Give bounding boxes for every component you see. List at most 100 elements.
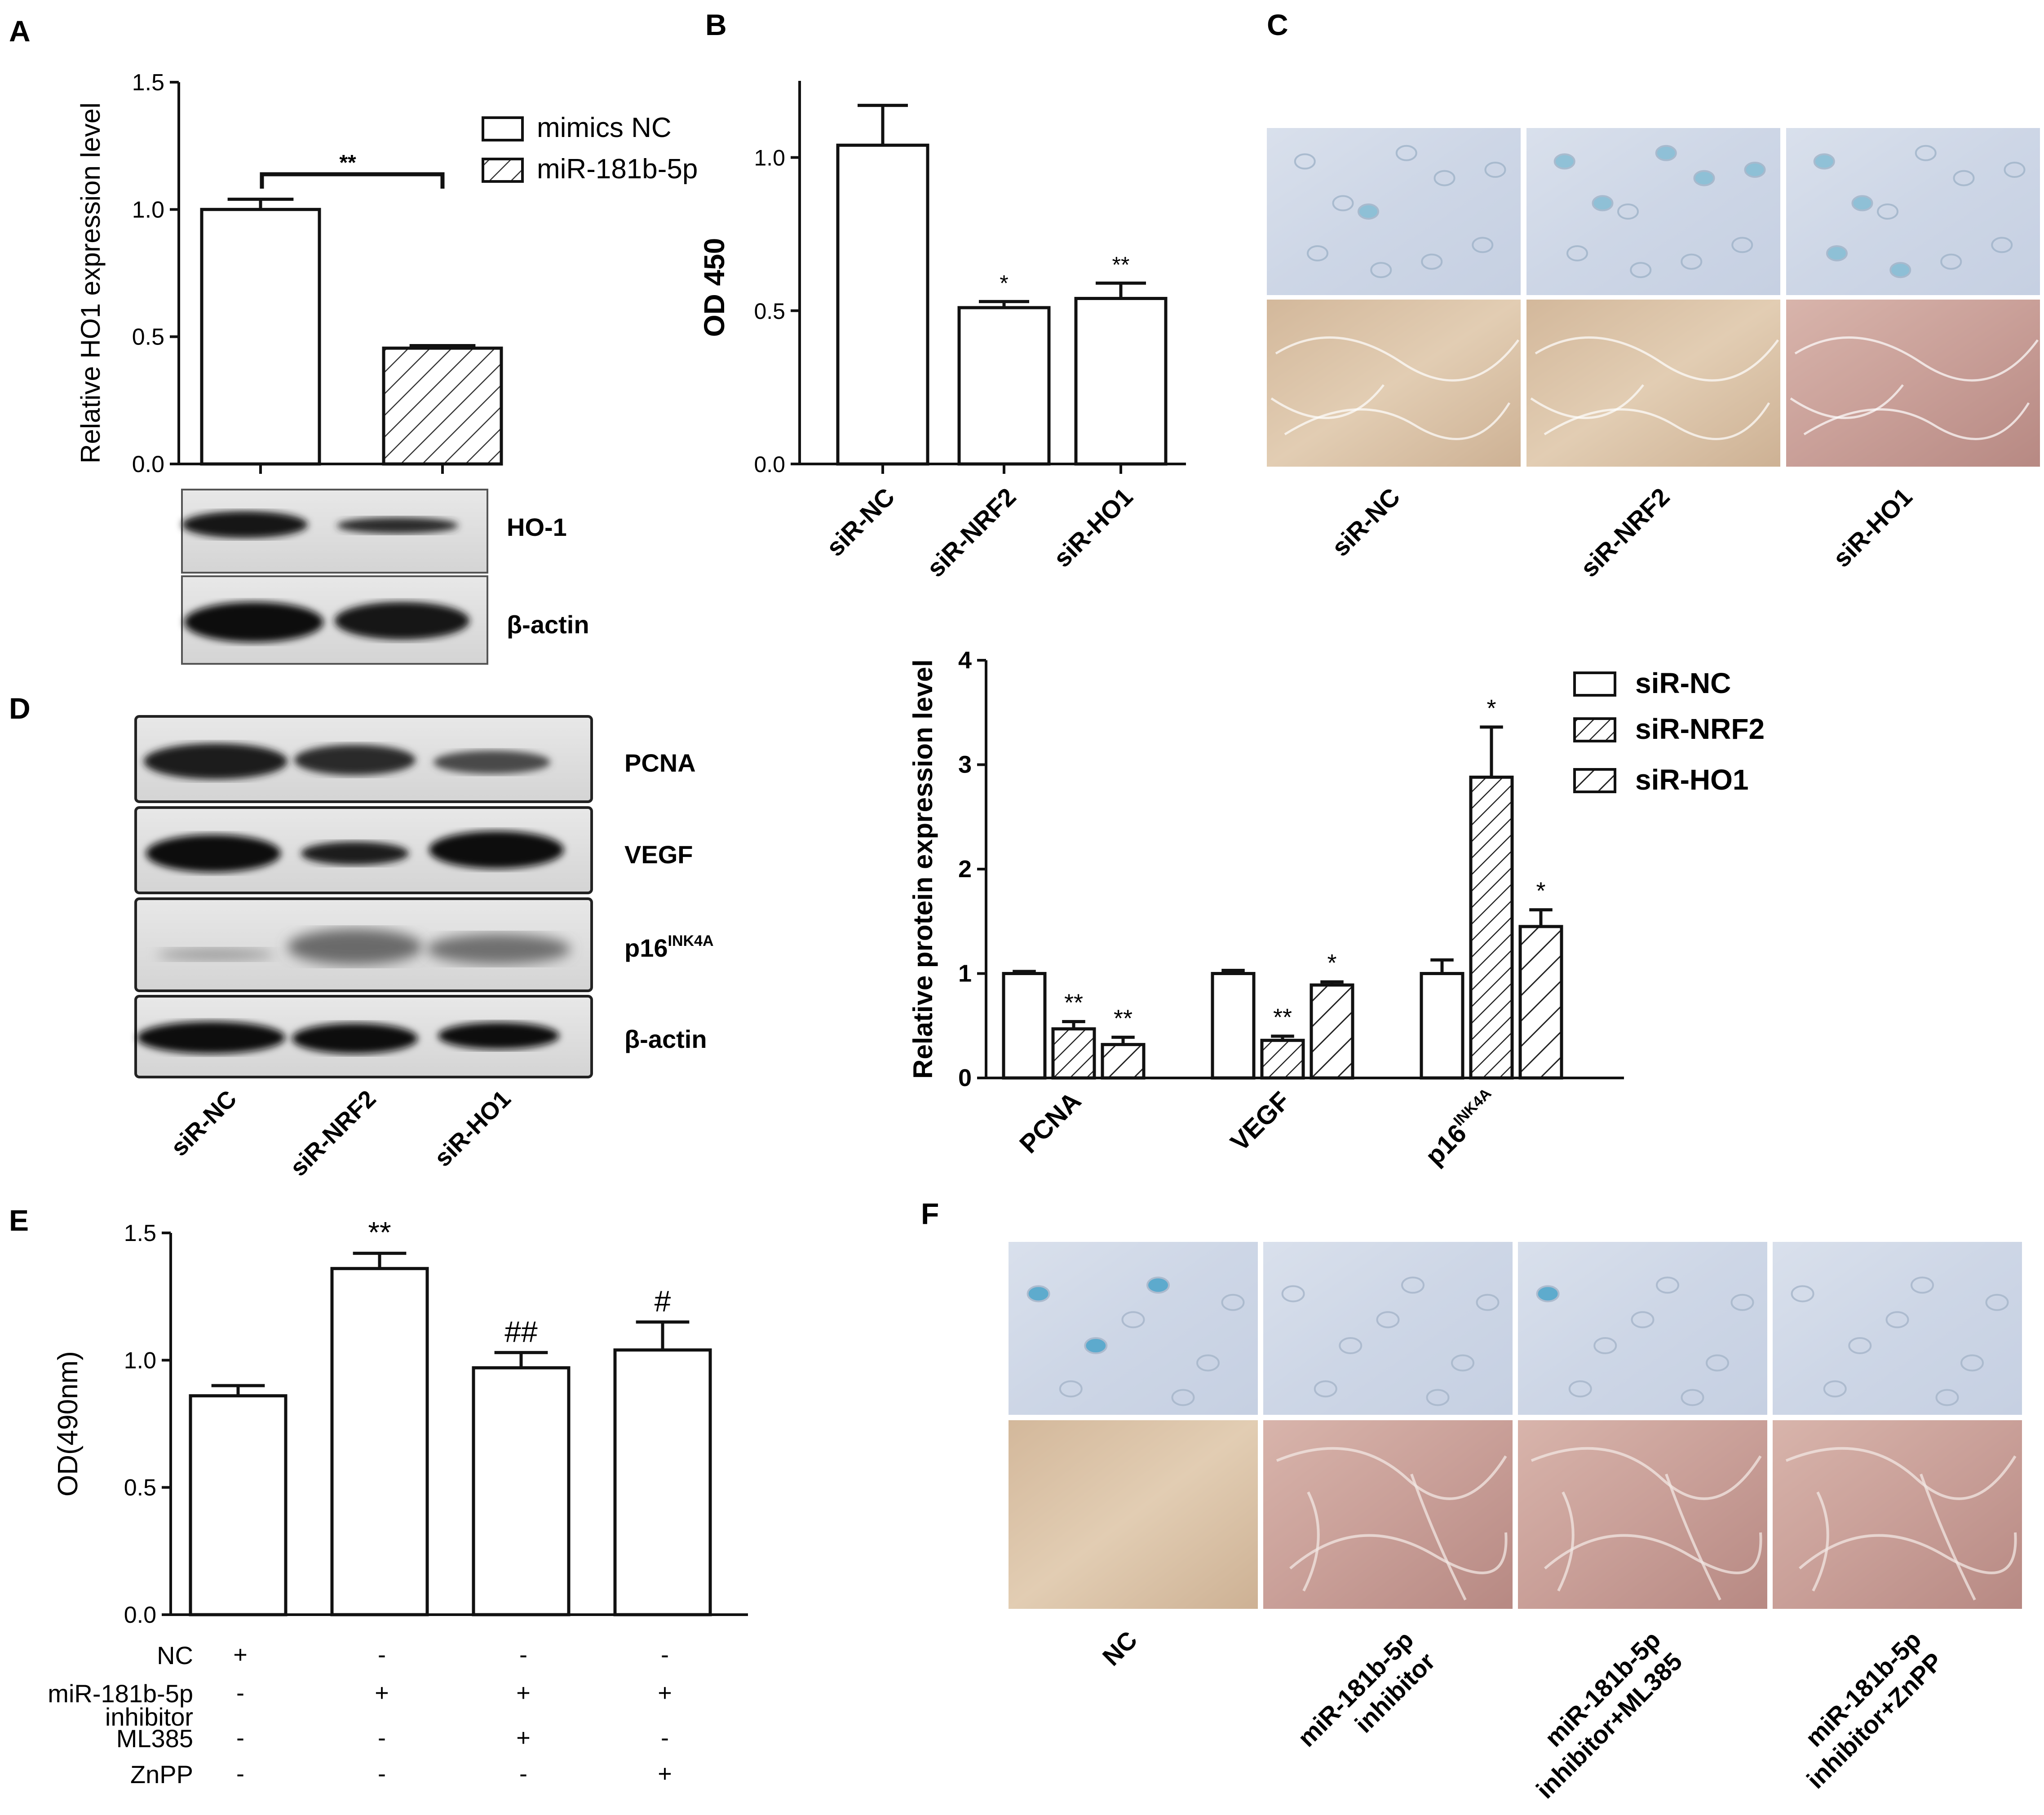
micrograph-f-cell — [1985, 1294, 2009, 1311]
micrograph-f-tube-nc — [1009, 1420, 1258, 1609]
micrograph-f-cell — [1401, 1276, 1425, 1294]
micrograph-c-cell — [1851, 195, 1873, 212]
panel-b-axes: 0.0 0.5 1.0 — [754, 81, 1186, 477]
micrograph-f-tube-network — [1302, 1491, 1320, 1592]
panel-e-ytick-label: 0.5 — [124, 1475, 156, 1501]
blot-ho1-band-1 — [182, 511, 308, 538]
panel-a-legend: mimics NC miR-181b-5p — [482, 112, 698, 185]
micrograph-c-cell — [1370, 262, 1392, 278]
panel-e-sign: - — [519, 1760, 527, 1787]
micrograph-f-cell — [1171, 1389, 1195, 1406]
panel-letter-b: B — [705, 8, 727, 41]
micrograph-f-cell — [1121, 1311, 1145, 1329]
panel-a-chart: 0.0 0.5 1.0 1.5 Relative HO1 expression lev… — [75, 70, 698, 477]
micrograph-c-cells — [1270, 145, 2039, 440]
blot-d-vegf-band-3 — [429, 831, 564, 869]
panel-e-2-bar — [472, 1366, 571, 1616]
micrograph-f-cell — [1059, 1380, 1083, 1398]
blot-d-pcna-band-2 — [294, 745, 416, 775]
blot-d-p16-band-2 — [288, 929, 422, 965]
micrograph-f-cell — [1960, 1354, 1984, 1372]
panel-d-ytick-label: 3 — [958, 751, 972, 778]
panel-a: 0.0 0.5 1.0 1.5 Relative HO1 expression lev… — [75, 70, 698, 665]
blot-d-label-pcna: PCNA — [624, 749, 696, 777]
panel-d-2-1-significance: * — [1327, 949, 1336, 976]
micrograph-f-cell — [1476, 1294, 1500, 1311]
micrograph-c-cell — [1332, 195, 1354, 212]
legend-label-sir-nrf2: siR-NRF2 — [1635, 713, 1765, 745]
micrograph-c-tube-sir-nrf2 — [1526, 300, 1780, 467]
micrograph-c-cell — [1566, 245, 1588, 261]
micrograph-f-cell — [1314, 1380, 1337, 1398]
blot-d-label-p16: p16INK4A — [624, 932, 714, 962]
micrograph-c-cell — [1421, 253, 1443, 270]
micrograph-f-cell — [1451, 1354, 1474, 1372]
legend-label-sir-nc: siR-NC — [1635, 667, 1731, 699]
panel-d-xlabel: VEGF — [1225, 1086, 1296, 1157]
panel-e-1-significance: ** — [368, 1215, 391, 1249]
micrograph-c-cell — [1953, 170, 1975, 186]
legend-swatch-sir-ho1 — [1573, 768, 1616, 793]
micrograph-f-cell — [1568, 1380, 1592, 1398]
panel-d-1-1-significance: ** — [1273, 1004, 1292, 1031]
blot-d-label-p16-sup: INK4A — [668, 932, 714, 949]
panel-d-1-2-bar — [1469, 775, 1514, 1080]
micrograph-f-cell — [1281, 1285, 1305, 1303]
panel-e-sign: - — [236, 1760, 244, 1787]
legend-label-sir-ho1: siR-HO1 — [1635, 764, 1749, 796]
micrograph-f-cell — [1706, 1354, 1729, 1372]
panel-letter-e: E — [9, 1204, 29, 1237]
panel-d-0-1-bar — [1211, 972, 1256, 1080]
micrograph-c-cell — [1681, 253, 1703, 270]
panel-e: 0.00.51.01.5 **### OD(490nm) NC + - - -miR-1… — [48, 1215, 748, 1789]
panel-e-sign: - — [661, 1641, 669, 1668]
micrograph-c-cell — [1693, 170, 1715, 186]
panel-e-2-significance: ## — [504, 1315, 538, 1348]
panel-e-bars: **### — [189, 1215, 712, 1616]
micrograph-f-tube-inhibitor — [1263, 1420, 1513, 1609]
panel-e-sign: - — [378, 1641, 386, 1668]
blot-d-label-b-actin: β-actin — [624, 1025, 707, 1053]
panel-e-sign: + — [516, 1679, 531, 1706]
panel-a-0-bar — [200, 208, 321, 466]
micrograph-f-tube-network — [1799, 1532, 2017, 1574]
panel-e-row-label: miR-181b-5p — [48, 1679, 193, 1708]
panel-letter-f: F — [921, 1197, 939, 1230]
micrograph-f-cell — [1911, 1276, 1934, 1294]
panel-d-2-2-significance: * — [1536, 878, 1545, 905]
micrograph-c-tube-network — [1544, 402, 1770, 440]
micrograph-c-tube-network — [1270, 384, 1385, 419]
panel-d-2-1-bar — [1310, 983, 1354, 1080]
micrograph-f-cell — [1656, 1276, 1679, 1294]
panel-b-xlabel: siR-NC — [821, 482, 900, 562]
panel-b-1-bar — [957, 306, 1051, 466]
panel-b: 0.00.51.0 *** OD 450 siR-NC siR-NRF2 siR-H… — [698, 81, 1186, 583]
panel-d-0-0-bar — [1002, 972, 1047, 1080]
panel-f-label: NC — [1097, 1625, 1143, 1671]
panel-c: siR-NC siR-NRF2 siR-HO1 — [1267, 128, 2040, 583]
micrograph-f-cell — [1026, 1285, 1050, 1303]
micrograph-f-tube-network — [1665, 1473, 1721, 1601]
micrograph-c-cell — [1395, 145, 1417, 161]
micrograph-c-cell — [1433, 170, 1456, 186]
panel-e-ytick-label: 1.0 — [124, 1347, 156, 1373]
micrograph-grid-c — [1267, 128, 2040, 467]
panel-e-sign: - — [378, 1724, 386, 1751]
panel-a-sig-bracket — [260, 172, 445, 189]
panel-a-ytick-label: 0.0 — [132, 451, 164, 477]
blot-d-actin-band-3 — [438, 1022, 559, 1049]
panel-a-ylabel: Relative HO1 expression level — [75, 102, 106, 464]
panel-d-xlabel: p16INK4A — [1419, 1085, 1505, 1171]
blot-actin-band-2 — [335, 602, 469, 640]
panel-c-label: siR-NRF2 — [1575, 482, 1675, 583]
micrograph-f-tube-network — [1557, 1491, 1575, 1592]
panel-c-label: siR-NC — [1326, 482, 1406, 562]
blot-d-actin-band-2 — [292, 1023, 418, 1054]
micrograph-c-tube-sir-ho1 — [1786, 300, 2040, 467]
micrograph-c-cell — [1358, 203, 1379, 220]
panel-b-xlabel: siR-HO1 — [1048, 482, 1138, 573]
micrograph-c-cell — [1655, 145, 1677, 161]
micrograph-f-tube-network — [1410, 1473, 1467, 1601]
panel-e-sign: + — [375, 1679, 389, 1706]
